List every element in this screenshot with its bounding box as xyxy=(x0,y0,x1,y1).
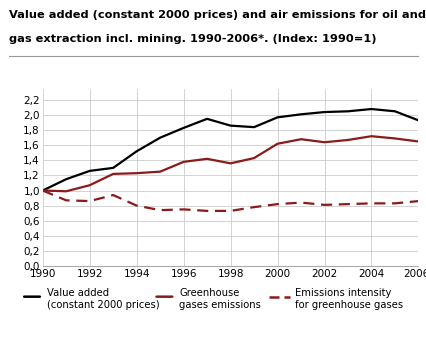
Greenhouse
gases emissions xyxy=(87,183,92,187)
Value added
(constant 2000 prices) xyxy=(415,118,420,122)
Greenhouse
gases emissions xyxy=(157,169,162,174)
Greenhouse
gases emissions xyxy=(227,161,233,165)
Value added
(constant 2000 prices) xyxy=(110,166,115,170)
Value added
(constant 2000 prices) xyxy=(298,112,303,116)
Emissions intensity
for greenhouse gases xyxy=(227,209,233,213)
Emissions intensity
for greenhouse gases xyxy=(63,198,69,202)
Value added
(constant 2000 prices) xyxy=(134,149,139,153)
Greenhouse
gases emissions xyxy=(345,138,350,142)
Emissions intensity
for greenhouse gases xyxy=(274,202,279,206)
Emissions intensity
for greenhouse gases xyxy=(40,189,45,193)
Greenhouse
gases emissions xyxy=(298,137,303,141)
Greenhouse
gases emissions xyxy=(321,140,326,144)
Greenhouse
gases emissions xyxy=(391,136,397,140)
Text: Value added (constant 2000 prices) and air emissions for oil and: Value added (constant 2000 prices) and a… xyxy=(9,10,425,20)
Value added
(constant 2000 prices) xyxy=(63,177,69,181)
Line: Value added
(constant 2000 prices): Value added (constant 2000 prices) xyxy=(43,109,417,191)
Emissions intensity
for greenhouse gases xyxy=(134,204,139,208)
Greenhouse
gases emissions xyxy=(63,189,69,193)
Emissions intensity
for greenhouse gases xyxy=(251,205,256,209)
Emissions intensity
for greenhouse gases xyxy=(181,207,186,211)
Greenhouse
gases emissions xyxy=(274,142,279,146)
Greenhouse
gases emissions xyxy=(40,189,45,193)
Emissions intensity
for greenhouse gases xyxy=(391,201,397,205)
Value added
(constant 2000 prices) xyxy=(274,115,279,119)
Value added
(constant 2000 prices) xyxy=(40,189,45,193)
Line: Greenhouse
gases emissions: Greenhouse gases emissions xyxy=(43,136,417,191)
Greenhouse
gases emissions xyxy=(415,139,420,144)
Value added
(constant 2000 prices) xyxy=(345,109,350,113)
Greenhouse
gases emissions xyxy=(181,160,186,164)
Greenhouse
gases emissions xyxy=(251,156,256,160)
Emissions intensity
for greenhouse gases xyxy=(368,201,373,205)
Value added
(constant 2000 prices) xyxy=(181,126,186,130)
Value added
(constant 2000 prices) xyxy=(87,169,92,173)
Text: Greenhouse
gases emissions: Greenhouse gases emissions xyxy=(179,288,261,310)
Value added
(constant 2000 prices) xyxy=(251,125,256,129)
Emissions intensity
for greenhouse gases xyxy=(110,193,115,197)
Emissions intensity
for greenhouse gases xyxy=(157,208,162,212)
Emissions intensity
for greenhouse gases xyxy=(298,201,303,205)
Greenhouse
gases emissions xyxy=(368,134,373,138)
Value added
(constant 2000 prices) xyxy=(204,117,209,121)
Greenhouse
gases emissions xyxy=(110,172,115,176)
Value added
(constant 2000 prices) xyxy=(391,109,397,113)
Emissions intensity
for greenhouse gases xyxy=(204,209,209,213)
Emissions intensity
for greenhouse gases xyxy=(321,203,326,207)
Line: Emissions intensity
for greenhouse gases: Emissions intensity for greenhouse gases xyxy=(43,191,417,211)
Emissions intensity
for greenhouse gases xyxy=(87,199,92,203)
Emissions intensity
for greenhouse gases xyxy=(415,199,420,203)
Value added
(constant 2000 prices) xyxy=(227,123,233,128)
Value added
(constant 2000 prices) xyxy=(157,136,162,140)
Greenhouse
gases emissions xyxy=(134,171,139,175)
Text: Emissions intensity
for greenhouse gases: Emissions intensity for greenhouse gases xyxy=(294,288,402,310)
Text: Value added
(constant 2000 prices): Value added (constant 2000 prices) xyxy=(47,288,159,310)
Greenhouse
gases emissions xyxy=(204,157,209,161)
Value added
(constant 2000 prices) xyxy=(368,107,373,111)
Value added
(constant 2000 prices) xyxy=(321,110,326,114)
Emissions intensity
for greenhouse gases xyxy=(345,202,350,206)
Text: gas extraction incl. mining. 1990-2006*. (Index: 1990=1): gas extraction incl. mining. 1990-2006*.… xyxy=(9,34,375,44)
